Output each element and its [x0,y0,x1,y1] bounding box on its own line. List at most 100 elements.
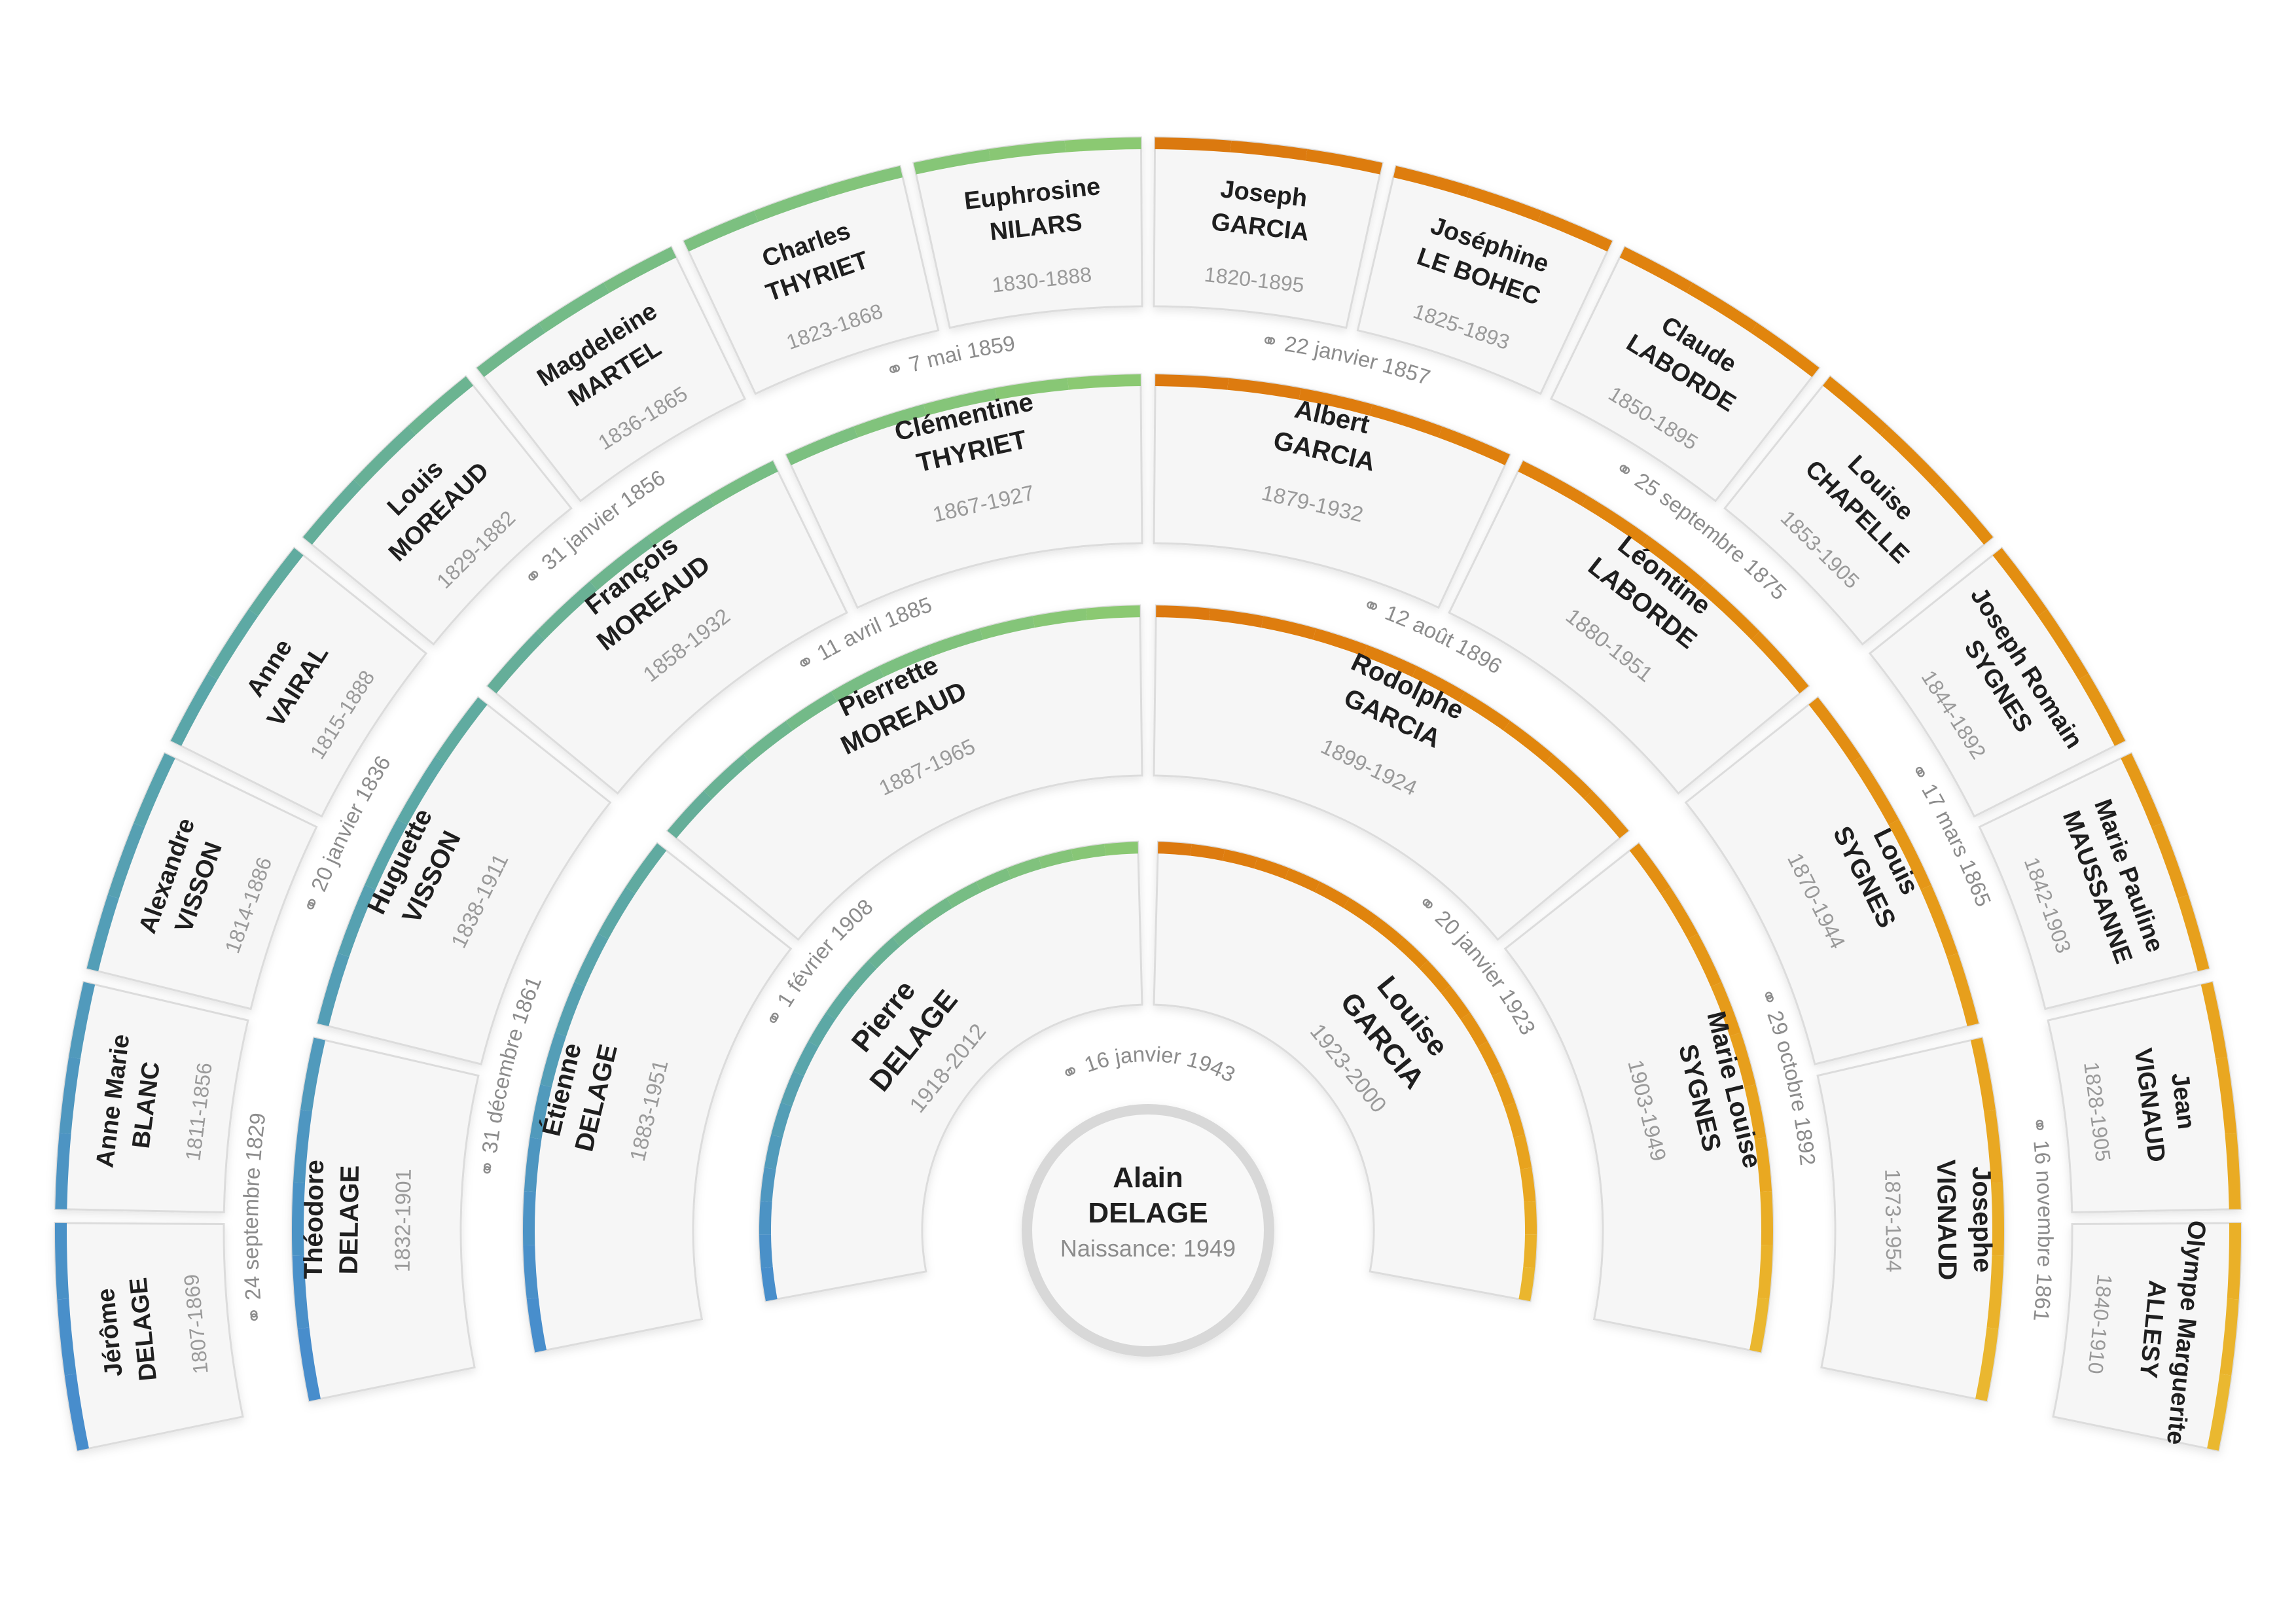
segment-color-arc [853,404,927,438]
root-birth-label: Naissance: 1949 [1060,1235,1236,1262]
segment-color-arc [1524,1200,1537,1235]
segment-color-arc [598,887,636,940]
segment-color-arc [1660,887,1698,940]
segment-color-arc [1460,1012,1488,1047]
segment-color-arc [55,1222,69,1300]
segment-color-arc [708,461,778,507]
segment-color-arc [2177,895,2210,972]
segment-color-arc [1412,666,1465,702]
segment-color-arc [365,819,408,890]
segment-color-arc [1698,581,1760,640]
segment-color-arc [292,1182,306,1256]
segment-color-arc [1757,1245,1773,1299]
segment-color-arc [603,247,677,293]
segment-color-arc [1314,882,1350,908]
segment-color-arc [529,1084,552,1139]
marriage-date-label: ⚭ 16 janvier 1943 [1057,1042,1239,1087]
person-name: Théodore DELAGE [299,1160,365,1280]
segment-color-arc [248,548,304,616]
segment-color-arc [107,823,145,899]
segment-color-arc [1285,868,1320,893]
segment-color-arc [1032,608,1088,628]
segment-color-arc [1750,323,1820,378]
segment-color-arc [55,1132,71,1209]
segment-color-arc [995,378,1069,400]
person-years: 1832-1901 [390,1169,416,1272]
segment-color-arc [1441,986,1471,1020]
segment-color-arc [2078,673,2126,746]
segment-color-arc [64,1374,89,1451]
segment-color-arc [69,982,96,1059]
segment-color-arc [1395,937,1428,969]
segment-color-arc [536,581,598,640]
segment-color-arc [1038,849,1074,869]
segment-color-arc [1808,697,1861,764]
segment-color-arc [540,1032,567,1088]
segment-color-arc [1523,1234,1537,1268]
segment-color-arc [2151,823,2189,899]
segment-huguette-visson[interactable] [315,696,612,1065]
segment-color-arc [831,666,884,702]
segment-color-arc [1254,857,1289,880]
segment-color-arc [293,1109,312,1183]
segment-color-arc [1920,885,1958,957]
segment-color-arc [338,885,376,957]
person-name: JosepheVIGNAUD [1931,1159,1997,1281]
segment-color-arc [1749,1297,1770,1353]
segment-louis-sygnes[interactable] [1684,696,1981,1065]
segment-color-arc [1305,149,1383,175]
segment-color-arc [292,1255,310,1329]
segment-color-arc [2215,1057,2237,1134]
segment-color-arc [207,609,259,680]
segment-color-arc [976,868,1011,893]
segment-color-arc [1369,404,1443,438]
marriage-date-label: ⚭ 24 septembre 1829 [238,1111,270,1325]
segment-color-arc [759,1200,772,1235]
segment-color-arc [2121,753,2162,828]
segment-color-arc [1760,1191,1774,1245]
segment-color-arc [825,986,855,1020]
segment-color-arc [786,426,858,465]
segment-color-arc [1104,842,1139,856]
segment-color-arc [526,1297,547,1353]
segment-color-arc [1222,849,1258,869]
segment-color-arc [302,480,363,545]
segment-color-arc [2227,1222,2241,1300]
segment-color-arc [487,631,545,694]
segment-color-arc [1975,1327,1999,1401]
segment-color-arc [57,1298,77,1376]
segment-color-arc [1687,933,1722,987]
segment-color-arc [704,754,751,800]
segment-color-arc [785,691,838,731]
segment-color-arc [397,757,445,825]
segment-color-arc [892,916,926,946]
segment-color-arc [2200,982,2227,1059]
segment-color-arc [1537,211,1613,252]
segment-color-arc [317,953,350,1027]
segment-color-arc [988,140,1066,161]
segment-color-arc [2225,1132,2241,1209]
segment-color-arc [539,282,610,333]
segment-color-arc [435,697,488,764]
segment-color-arc [1851,757,1899,825]
segment-color-arc [590,536,655,591]
segment-color-arc [1503,1102,1525,1138]
segment-color-arc [1518,1266,1535,1302]
segment-color-arc [1503,721,1553,763]
segment-color-arc [408,376,474,435]
segment-color-arc [1007,857,1042,880]
segment-color-arc [1619,247,1693,293]
segment-color-arc [1933,480,1994,545]
segment-color-arc [1208,608,1264,628]
root-person-circle[interactable] [1022,1104,1274,1357]
segment-color-arc [760,1168,776,1202]
segment-color-arc [2207,1374,2232,1451]
segment-color-arc [2219,1298,2239,1376]
segment-color-arc [683,211,759,252]
segment-color-arc [1584,791,1629,838]
segment-color-arc [522,1191,536,1245]
segment-color-arc [1438,426,1510,465]
segment-color-arc [946,882,982,908]
segment-color-arc [1513,1134,1532,1169]
